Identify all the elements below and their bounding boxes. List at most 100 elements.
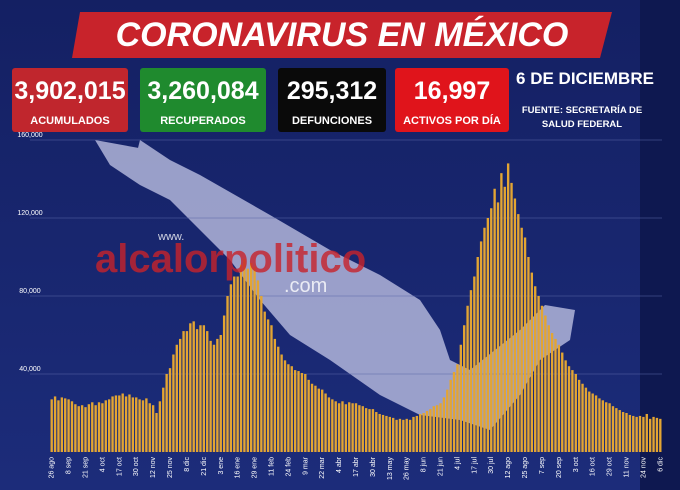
x-tick-label: 26 may [404,457,411,480]
bar [358,405,361,452]
bar [577,379,581,452]
bar [273,338,277,452]
source: FUENTE: SECRETARÍA DE [522,105,642,116]
bar [628,414,632,452]
bar [256,280,260,452]
x-tick-label: 11 nov [623,457,630,478]
bar [493,188,496,452]
bar [500,173,503,452]
bar [266,319,270,452]
bar [253,266,256,452]
bar [503,186,506,453]
bar [202,325,206,452]
bar [111,396,114,452]
bar [395,419,398,452]
bar [598,398,601,452]
x-tick-label: 16 ene [235,457,242,479]
x-tick-label: 16 oct [590,457,597,476]
bar [605,402,608,452]
bar [581,383,584,452]
bar [138,399,141,452]
x-tick-label: 8 dic [184,457,191,472]
bar [104,400,107,452]
bar [53,396,57,452]
bar [513,198,517,452]
bar [564,360,567,452]
x-tick-label: 17 jul [471,457,478,474]
bar [327,397,331,452]
bar [364,408,368,452]
bar [588,391,591,452]
bar [530,272,534,452]
bar [172,354,175,452]
bar [141,400,145,452]
bar [145,398,148,452]
bar [594,395,598,452]
x-tick-label: 29 oct [607,457,614,476]
bar [334,401,337,452]
bar [331,399,334,452]
bar [67,399,70,452]
bar [101,403,104,452]
bar [182,331,185,452]
bar [557,344,561,452]
bar [425,411,429,452]
bar [57,400,60,452]
bar [168,368,172,452]
bar [348,402,351,452]
bar [608,403,611,452]
bar [70,401,74,452]
bar [388,416,391,452]
x-tick-label: 12 ago [505,457,512,479]
bar [283,360,287,452]
bar [287,364,290,452]
bar [270,325,273,452]
date: 6 DE DICIEMBRE [516,69,654,88]
y-tick-label: 40,000 [19,366,41,373]
bar [341,401,344,452]
x-tick-label: 17 oct [116,457,123,476]
bar [459,344,463,452]
bar [621,412,625,452]
bar [571,370,574,452]
bar [523,237,527,452]
bar [114,395,118,452]
bar [402,419,405,452]
bar [378,413,381,452]
bar [534,286,537,452]
bar [195,329,199,452]
stat-label: ACTIVOS POR DÍA [403,114,501,127]
bar [659,418,662,452]
bar [60,397,64,452]
bar [351,403,354,452]
bar [618,410,621,452]
bar [280,354,283,452]
bar [209,340,212,452]
bar [601,400,605,452]
bar [87,404,91,452]
bar [422,413,425,452]
bar [212,344,216,452]
bar [473,276,476,452]
x-tick-label: 30 abr [370,456,377,477]
title-banner [72,12,612,58]
bar [300,373,304,452]
y-tick-label: 120,000 [17,210,42,217]
bar [537,296,540,452]
bar [561,352,564,452]
bar [307,379,310,452]
bar [64,398,67,452]
x-tick-label: 12 nov [150,457,157,479]
bar [314,385,317,452]
bar [243,258,246,452]
bar [466,305,469,452]
bar [178,338,182,452]
bar [385,415,388,452]
bar [435,405,439,452]
bar [439,403,442,452]
bar [246,268,249,452]
bar [446,389,449,452]
bar [135,397,138,452]
x-tick-label: 13 may [387,457,394,480]
